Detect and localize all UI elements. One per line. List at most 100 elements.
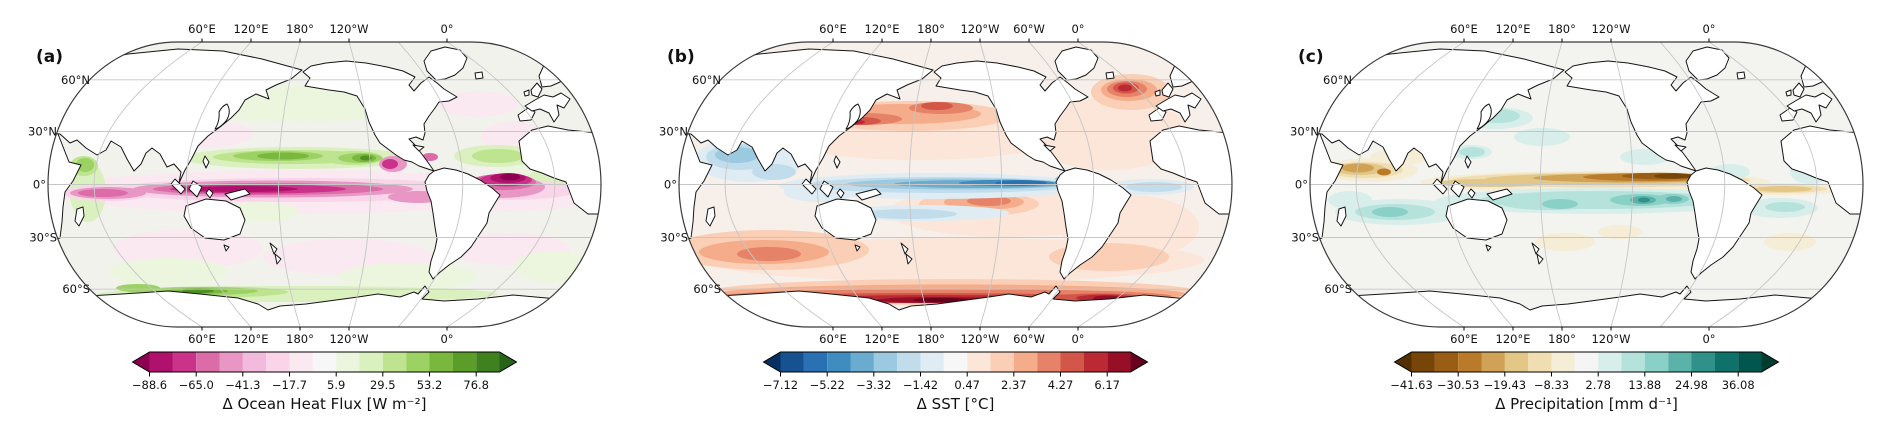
colorbar-segment (1598, 352, 1622, 372)
colorbar-segment (452, 352, 477, 372)
colorbar-tick-label: 5.9 (327, 378, 345, 392)
colorbar-tick-label: 4.27 (1048, 378, 1074, 392)
lon-label: 60°E (819, 22, 847, 36)
panel-c-canvas: (c) 60°E 120°E 180° 120°W 0° 60°E 120°E … (1290, 22, 1864, 413)
colorbar-axis-label: Δ Precipitation [mm d⁻¹] (1495, 395, 1678, 413)
lon-label: 120°E (1496, 22, 1531, 36)
colorbar-segment (1504, 352, 1529, 372)
colorbar-segment (336, 352, 360, 372)
colorbar-segment (1037, 352, 1061, 372)
lat-label: 60°S (693, 282, 721, 296)
panel-letter: (a) (36, 47, 63, 67)
panel-letter: (b) (667, 47, 695, 67)
colorbar-tick-label: 0.47 (954, 378, 980, 392)
colorbar-segment (1083, 352, 1108, 372)
colorbar-tick-label: −5.22 (810, 378, 845, 392)
lon-label: 60°W (1013, 22, 1045, 36)
lon-label: 120°E (234, 332, 269, 346)
colorbar-segment (803, 352, 828, 372)
lon-label: 0° (1071, 22, 1084, 36)
lon-label: 180° (286, 332, 314, 346)
colorbar-segment (149, 352, 173, 372)
lon-label: 120°W (960, 22, 999, 36)
lat-label: 30°S (660, 231, 688, 245)
lon-label: 120°W (1591, 22, 1630, 36)
lon-label: 120°W (960, 332, 999, 346)
colorbar-segment (967, 352, 991, 372)
colorbar-segment (1714, 352, 1739, 372)
lon-label: 120°W (329, 22, 368, 36)
colorbar-segment (1574, 352, 1599, 372)
colorbar-tick-label: 6.17 (1094, 378, 1120, 392)
lon-label: 60°E (1450, 22, 1478, 36)
colorbar-tick-label: 24.98 (1675, 378, 1708, 392)
panel-a: (a) 60°E 120°E 180° 120°W 0° 60°E 120°E … (0, 0, 631, 436)
colorbar-segment (359, 352, 383, 372)
colorbar-segment (242, 352, 267, 372)
colorbar-tick-label: 29.5 (370, 378, 396, 392)
lat-label: 60°S (1324, 282, 1352, 296)
colorbar-tick-label: −1.42 (903, 378, 938, 392)
colorbar-segment (780, 352, 804, 372)
colorbar-segment (196, 352, 220, 372)
colorbar-tick-label: −8.33 (1534, 378, 1569, 392)
lon-label: 120°E (865, 22, 900, 36)
colorbar-segment (943, 352, 968, 372)
colorbar-precipitation: −41.63 −30.53 −19.43 −8.33 2.78 13.88 24… (1390, 351, 1780, 413)
lat-label: 0° (1295, 178, 1308, 192)
colorbar-segment (172, 352, 197, 372)
colorbar-segment (827, 352, 851, 372)
colorbar-arrow-right (1761, 352, 1779, 372)
lon-label: 0° (1702, 22, 1715, 36)
colorbar-heatflux: −88.6 −65.0 −41.3 −17.7 5.9 29.5 53.2 76… (131, 351, 518, 413)
colorbar-segment (1411, 352, 1435, 372)
colorbar-tick-label: −7.12 (763, 378, 798, 392)
colorbar-segment (850, 352, 874, 372)
lon-label: 180° (917, 22, 945, 36)
colorbar-tick-label: −19.43 (1484, 378, 1527, 392)
colorbar-tick-label: −17.7 (272, 378, 307, 392)
lat-label: 30°N (1290, 125, 1319, 139)
colorbar-segment (1691, 352, 1715, 372)
colorbar-segment (920, 352, 944, 372)
lat-label: 30°N (659, 125, 688, 139)
colorbar-tick-label: −30.53 (1437, 378, 1480, 392)
lon-label: 0° (440, 22, 453, 36)
colorbar-segment (289, 352, 313, 372)
lon-label: 120°W (329, 332, 368, 346)
colorbar-segment (1458, 352, 1482, 372)
colorbar-segment (382, 352, 407, 372)
colorbar-tick-label: −41.3 (225, 378, 260, 392)
lat-label: 0° (33, 178, 46, 192)
anomaly-field-precipitation (1322, 107, 1850, 251)
colorbar-segment (990, 352, 1014, 372)
colorbar-segment (312, 352, 337, 372)
colorbar-segment (429, 352, 453, 372)
panel-b: (b) 60°E 120°E 180° 120°W 60°W 0° 60°E 1… (631, 0, 1262, 436)
colorbar-segment (873, 352, 898, 372)
panel-a-canvas: (a) 60°E 120°E 180° 120°W 0° 60°E 120°E … (28, 22, 602, 413)
colorbar-arrow-right (499, 352, 517, 372)
colorbar-sst: −7.12 −5.22 −3.32 −1.42 0.47 2.37 4.27 6… (762, 351, 1149, 413)
colorbar-tick-label: 13.88 (1628, 378, 1661, 392)
colorbar-arrow-right (1130, 352, 1148, 372)
colorbar-segment (1644, 352, 1669, 372)
colorbar-tick-label: 76.8 (463, 378, 489, 392)
lon-label: 60°E (188, 332, 216, 346)
lon-label: 180° (1548, 332, 1576, 346)
colorbar-segment (1107, 352, 1131, 372)
panel-c: (c) 60°E 120°E 180° 120°W 0° 60°E 120°E … (1262, 0, 1892, 436)
lat-label: 30°S (1291, 231, 1319, 245)
lat-label: 60°S (62, 282, 90, 296)
lon-label: 120°E (1496, 332, 1531, 346)
lat-label: 0° (664, 178, 677, 192)
lon-label: 60°E (188, 22, 216, 36)
lon-label: 0° (440, 332, 453, 346)
colorbar-segment (1481, 352, 1505, 372)
lat-label: 30°N (28, 125, 57, 139)
colorbar-segment (406, 352, 430, 372)
colorbar-segment (1013, 352, 1038, 372)
colorbar-axis-label: Δ SST [°C] (917, 395, 995, 413)
lon-label: 180° (286, 22, 314, 36)
